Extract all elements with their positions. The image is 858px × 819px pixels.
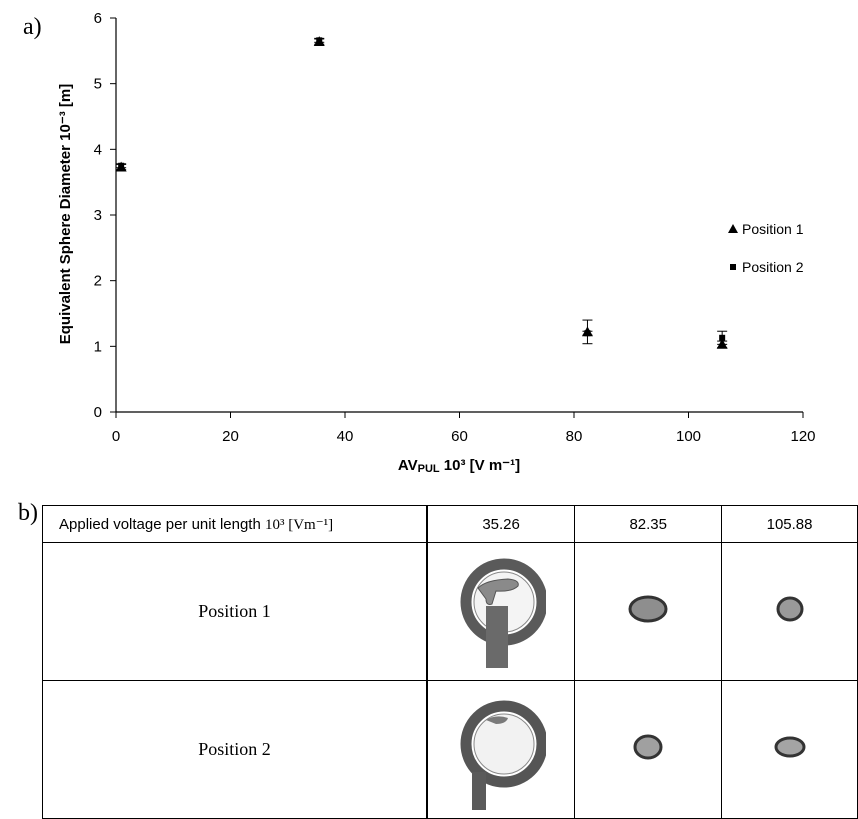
data-point-position-2 — [316, 37, 323, 44]
data-points — [115, 36, 728, 349]
legend-marker-position-2 — [730, 264, 736, 270]
droplet-image-cell — [721, 680, 858, 819]
droplet-image-cell — [574, 542, 723, 681]
x-tick-label: 60 — [451, 428, 468, 445]
data-point-position-1 — [716, 338, 728, 349]
y-tick-label: 2 — [94, 273, 102, 290]
data-point-position-2 — [719, 334, 726, 341]
droplet-image — [776, 596, 804, 622]
axes — [110, 17, 804, 418]
droplet-ring-image — [460, 558, 548, 668]
droplet-image — [633, 734, 663, 760]
y-tick-label: 1 — [94, 338, 102, 355]
droplet-image — [628, 595, 668, 623]
x-tick-label: 120 — [790, 428, 815, 445]
panel-a-label: a) — [23, 14, 42, 40]
table-col-header: 82.35 — [574, 505, 723, 543]
droplet-ring-image — [460, 700, 548, 810]
table-header-label: Applied voltage per unit length 10³ [Vm⁻… — [41, 505, 428, 543]
y-tick-label: 4 — [94, 141, 102, 158]
table-col-header: 105.88 — [721, 505, 858, 543]
table-header-row: Applied voltage per unit length 10³ [Vm⁻… — [41, 505, 858, 543]
x-axis-label: AVPUL 10³ [V m⁻¹] — [398, 457, 520, 475]
row-label-position-1: Position 1 — [41, 542, 428, 681]
table-row: Position 2 — [41, 680, 858, 819]
y-tick-label: 5 — [94, 76, 102, 93]
y-tick-label: 3 — [94, 207, 102, 224]
x-tick-label: 100 — [676, 428, 701, 445]
droplet-image-cell — [426, 680, 576, 819]
legend: Position 1 Position 2 — [728, 221, 804, 275]
error-bars — [116, 37, 728, 349]
data-point-position-2 — [584, 330, 591, 337]
table-col-header: 35.26 — [426, 505, 576, 543]
y-tick-label: 6 — [94, 10, 102, 27]
droplet-image-cell — [426, 542, 576, 681]
y-tick-label: 0 — [94, 404, 102, 421]
x-tick-label: 0 — [112, 428, 120, 445]
y-axis-label: Equivalent Sphere Diameter 10⁻³ [m] — [57, 84, 74, 345]
panel-b-label: b) — [18, 500, 38, 526]
legend-label-position-2: Position 2 — [742, 259, 804, 275]
row-label-position-2: Position 2 — [41, 680, 428, 819]
droplet-image-cell — [721, 542, 858, 681]
data-point-position-2 — [118, 162, 125, 169]
droplet-image-cell — [574, 680, 723, 819]
legend-label-position-1: Position 1 — [742, 221, 804, 237]
droplet-image — [774, 736, 806, 758]
x-tick-label: 20 — [222, 428, 239, 445]
x-tick-label: 40 — [337, 428, 354, 445]
image-table: Applied voltage per unit length 10³ [Vm⁻… — [41, 505, 858, 819]
table-row: Position 1 — [41, 542, 858, 681]
legend-marker-position-1 — [728, 224, 738, 233]
x-tick-label: 80 — [566, 428, 583, 445]
